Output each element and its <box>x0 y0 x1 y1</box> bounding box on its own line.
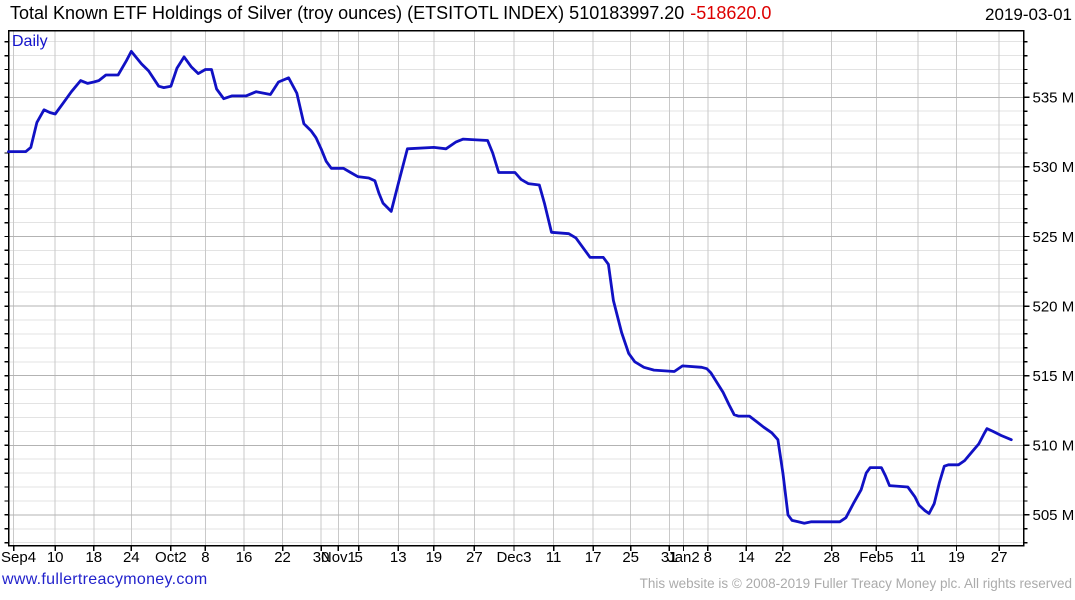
svg-text:Jan2: Jan2 <box>667 549 700 566</box>
site-link[interactable]: www.fullertreacymoney.com <box>2 571 208 588</box>
svg-text:8: 8 <box>201 549 209 566</box>
svg-text:515 M: 515 M <box>1033 368 1075 385</box>
svg-text:525 M: 525 M <box>1033 229 1075 246</box>
svg-text:Oct2: Oct2 <box>155 549 187 566</box>
svg-text:510 M: 510 M <box>1033 438 1075 455</box>
period-label: Daily <box>12 33 48 50</box>
price-chart[interactable]: 535 M 530 M 525 M 520 M 515 M 510 M 505 M Sep4 1… <box>0 0 1075 568</box>
svg-text:18: 18 <box>85 549 102 566</box>
svg-text:8: 8 <box>704 549 712 566</box>
svg-text:22: 22 <box>775 549 792 566</box>
svg-text:14: 14 <box>738 549 755 566</box>
svg-text:520 M: 520 M <box>1033 298 1075 315</box>
svg-text:Sep4: Sep4 <box>1 549 36 566</box>
svg-text:19: 19 <box>948 549 965 566</box>
svg-text:16: 16 <box>236 549 253 566</box>
svg-text:530 M: 530 M <box>1033 159 1075 176</box>
svg-text:Feb5: Feb5 <box>859 549 893 566</box>
svg-text:11: 11 <box>910 549 926 566</box>
svg-text:13: 13 <box>390 549 407 566</box>
change-value: -518620.0 <box>690 3 772 23</box>
price-chart-canvas[interactable]: 535 M 530 M 525 M 520 M 515 M 510 M 505 M Sep4 1… <box>0 0 1075 568</box>
copyright-text: This website is © 2008-2019 Fuller Treac… <box>639 576 1072 591</box>
svg-text:22: 22 <box>274 549 291 566</box>
svg-text:27: 27 <box>466 549 483 566</box>
svg-text:505 M: 505 M <box>1033 507 1075 524</box>
svg-text:11: 11 <box>546 549 562 566</box>
svg-text:30: 30 <box>313 549 330 566</box>
chart-date: 2019-03-01 <box>985 5 1072 24</box>
svg-text:27: 27 <box>991 549 1008 566</box>
svg-text:31: 31 <box>661 549 678 566</box>
svg-text:5: 5 <box>355 549 363 566</box>
svg-text:25: 25 <box>622 549 639 566</box>
svg-text:Nov1: Nov1 <box>321 549 356 566</box>
svg-text:24: 24 <box>123 549 140 566</box>
title-bar: Total Known ETF Holdings of Silver (troy… <box>10 3 771 24</box>
svg-text:28: 28 <box>823 549 840 566</box>
svg-text:10: 10 <box>47 549 64 566</box>
svg-text:19: 19 <box>425 549 442 566</box>
svg-text:Dec3: Dec3 <box>496 549 531 566</box>
chart-title: Total Known ETF Holdings of Silver (troy… <box>10 3 685 23</box>
svg-text:535 M: 535 M <box>1033 90 1075 107</box>
svg-text:17: 17 <box>585 549 602 566</box>
